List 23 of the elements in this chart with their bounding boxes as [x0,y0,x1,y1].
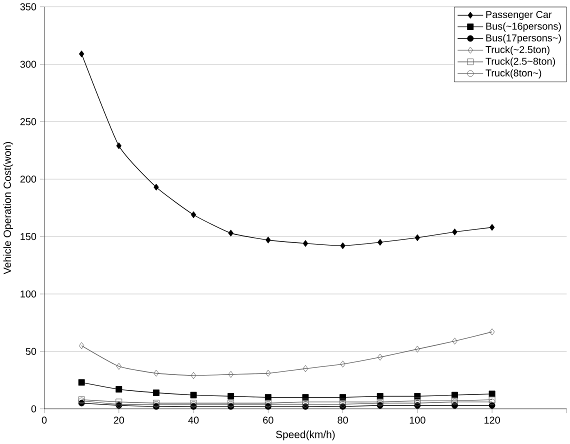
y-tick-label: 0 [31,406,36,413]
y-tick-label: 200 [20,176,36,183]
x-tick-label: 80 [338,416,348,424]
x-tick-label: 20 [114,416,124,424]
y-tick-label: 150 [20,233,36,240]
y-tick-label: 50 [26,348,36,356]
legend-label: Truck(~2.5ton) [486,46,550,56]
x-tick-label: 0 [42,416,47,424]
y-axis-title: Vehicle Operation Cost(won) [3,142,14,275]
legend-label: Truck(2.5~8ton) [486,58,555,67]
x-tick-label: 40 [188,416,199,424]
legend-label: Bus(17persons~) [486,34,561,44]
y-tick-label: 300 [20,60,36,68]
x-tick-label: 120 [484,416,500,424]
legend-label: Bus(~16persons) [486,22,561,32]
x-axis-title: Speed(km/h) [276,430,335,440]
x-tick-label: 100 [410,416,426,424]
y-tick-label: 100 [20,290,36,298]
legend-label: Passenger Car [486,11,552,20]
y-tick-label: 350 [20,4,36,11]
x-tick-label: 60 [263,416,274,424]
legend-label: Truck(8ton~) [486,69,542,79]
y-tick-label: 250 [20,118,36,126]
